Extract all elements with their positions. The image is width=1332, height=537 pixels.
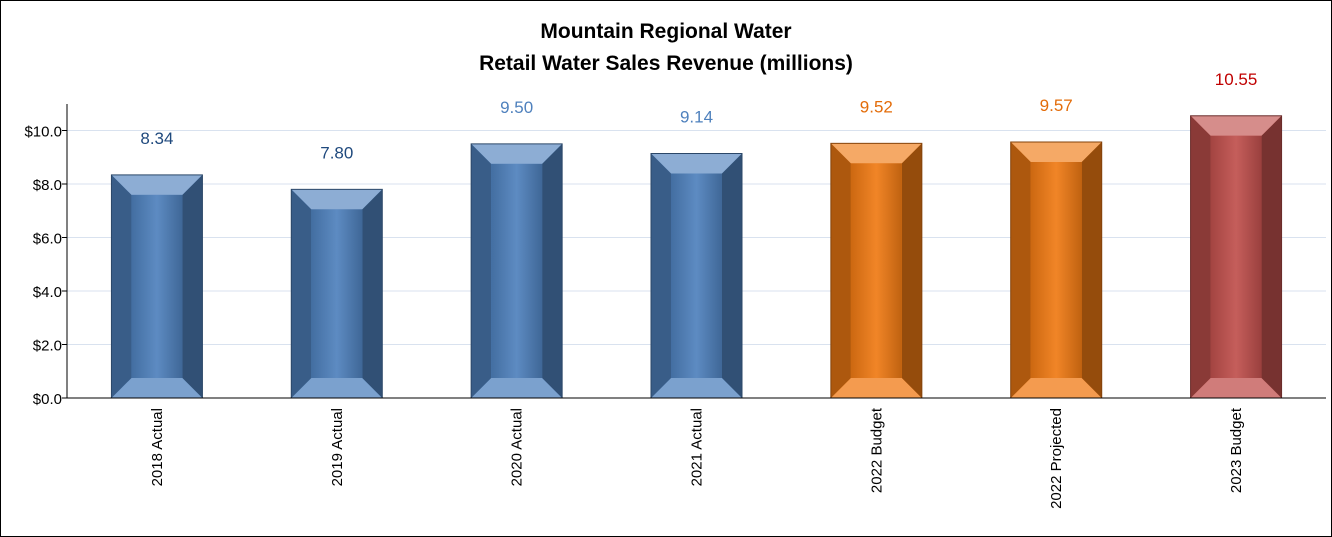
data-label: 10.55 — [1215, 70, 1258, 89]
bar — [830, 142, 923, 399]
x-tick-label: 2023 Budget — [1228, 407, 1245, 493]
x-tick-label: 2022 Projected — [1048, 408, 1065, 509]
x-tick-label: 2018 Actual — [149, 408, 166, 486]
x-tick-label: 2021 Actual — [689, 408, 706, 486]
data-label: 9.57 — [1040, 96, 1073, 115]
x-tick-label: 2022 Budget — [868, 407, 885, 493]
bars — [110, 115, 1283, 399]
x-axis: 2018 Actual 2019 Actual 2020 Actual 2021 Ac… — [67, 397, 1326, 509]
chart-subtitle: Retail Water Sales Revenue (millions) — [479, 52, 853, 75]
bar — [1190, 115, 1283, 399]
x-tick-label: 2019 Actual — [329, 408, 346, 486]
bar — [650, 153, 743, 399]
y-tick-label: $6.0 — [33, 231, 62, 248]
data-label: 9.52 — [860, 97, 893, 116]
bar — [110, 174, 203, 399]
bar — [290, 188, 383, 399]
y-tick-label: $8.0 — [33, 177, 62, 194]
y-tick-label: $2.0 — [33, 338, 62, 355]
data-label: 9.14 — [680, 108, 713, 127]
chart-title: Mountain Regional Water — [540, 20, 792, 43]
y-tick-label: $0.0 — [33, 391, 62, 408]
x-tick-label: 2020 Actual — [509, 408, 526, 486]
data-label: 7.80 — [320, 143, 353, 162]
bar — [1010, 141, 1103, 399]
bar — [470, 143, 563, 399]
value-labels: 8.34 7.80 9.50 9.14 9.52 9.57 10.55 — [140, 70, 1257, 163]
data-label: 8.34 — [140, 129, 173, 148]
y-tick-label: $10.0 — [24, 124, 62, 141]
y-axis: $0.0 $2.0 $4.0 $6.0 $8.0 $10.0 — [24, 104, 68, 408]
data-label: 9.50 — [500, 98, 533, 117]
y-tick-label: $4.0 — [33, 284, 62, 301]
